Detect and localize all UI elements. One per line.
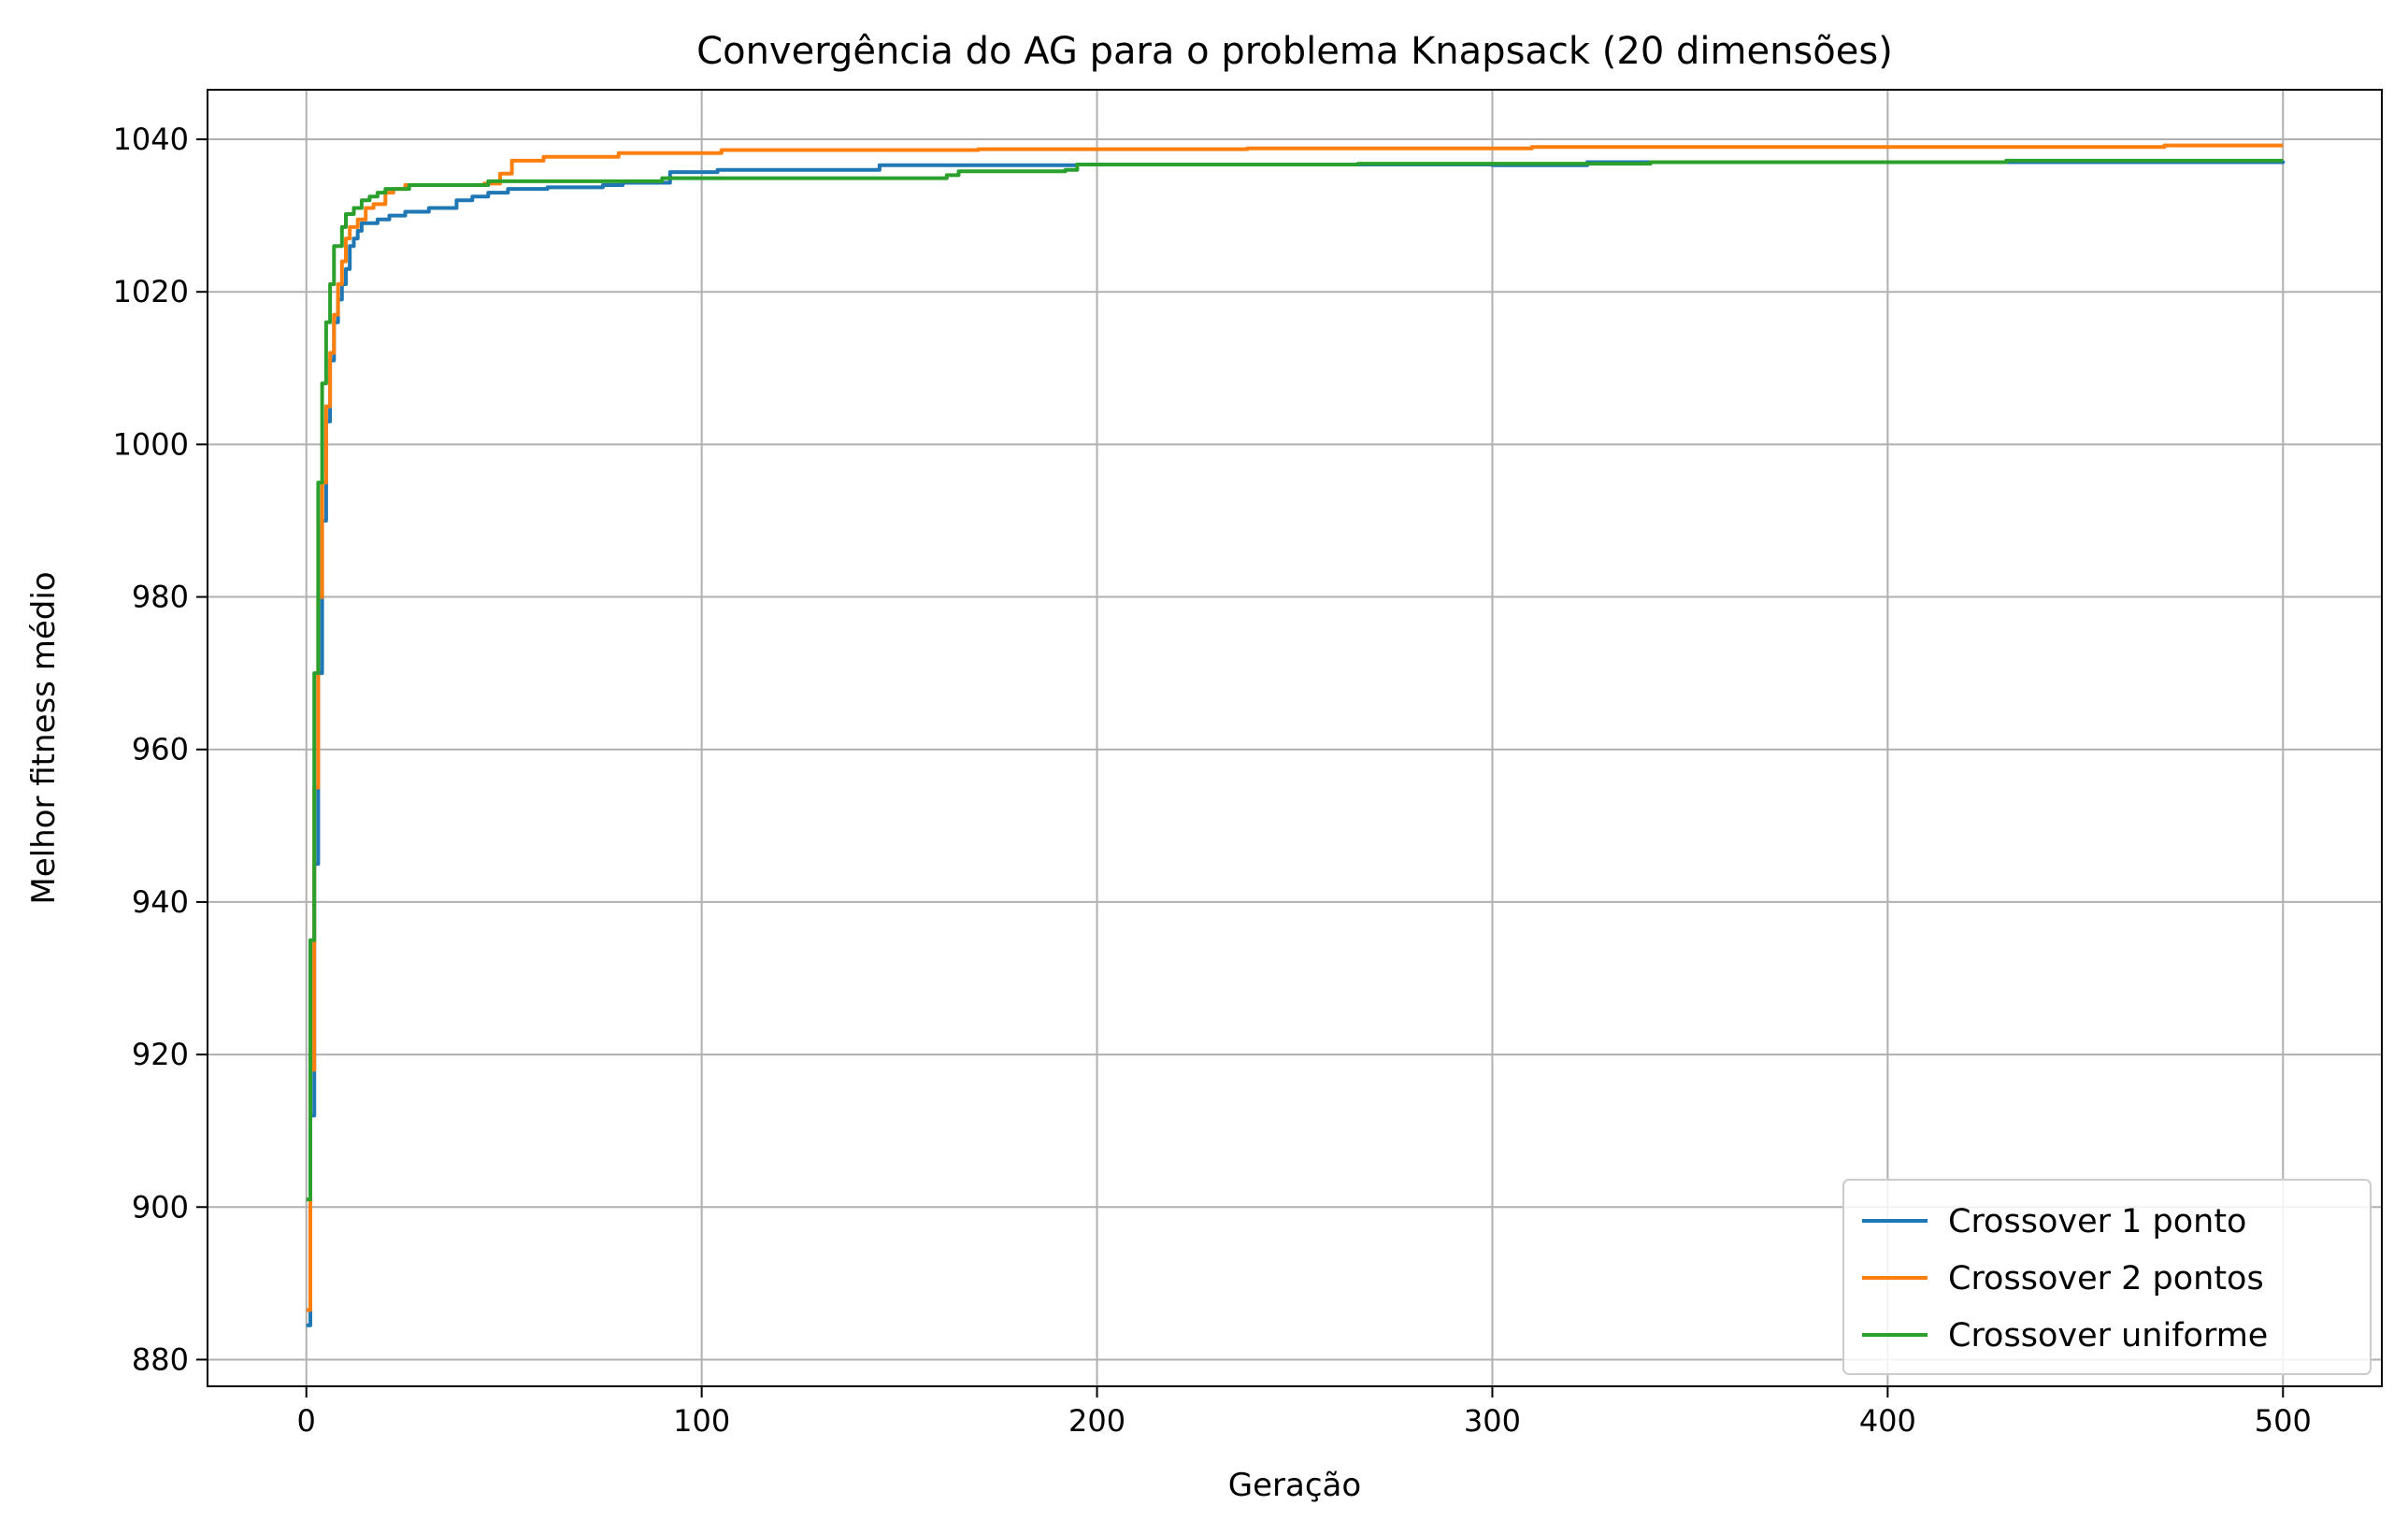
x-tick-label: 200 xyxy=(1068,1403,1125,1439)
y-axis-label: Melhor fitness médio xyxy=(25,571,63,904)
x-tick-label: 400 xyxy=(1859,1403,1916,1439)
legend-box xyxy=(1842,1179,2372,1375)
y-tick-label: 1040 xyxy=(113,122,189,157)
y-axis-ticks: 880 900 920 940 960 980 1000 1020 1040 xyxy=(113,122,208,1377)
chart-title: Convergência do AG para o problema Knaps… xyxy=(696,30,1893,73)
y-tick-label: 940 xyxy=(132,884,189,920)
x-tick-label: 300 xyxy=(1464,1403,1521,1439)
y-tick-label: 880 xyxy=(132,1341,189,1377)
grid-lines xyxy=(208,90,2382,1386)
legend-label: Crossover 1 ponto xyxy=(1948,1203,2246,1240)
series-line-2 xyxy=(306,143,2284,1312)
x-tick-label: 100 xyxy=(673,1403,730,1439)
series-line-1 xyxy=(306,160,2286,1327)
y-tick-label: 920 xyxy=(132,1037,189,1072)
y-tick-label: 960 xyxy=(132,732,189,767)
x-axis-ticks: 0 100 200 300 400 500 xyxy=(297,1386,2312,1439)
series-lines xyxy=(306,143,2286,1327)
plot-area-frame xyxy=(207,89,2383,1387)
x-axis-label: Geração xyxy=(1228,1467,1361,1504)
y-tick-label: 1020 xyxy=(113,274,189,309)
y-tick-label: 1000 xyxy=(113,426,189,462)
legend: Crossover 1 ponto Crossover 2 pontos Cross… xyxy=(1842,1179,2372,1375)
legend-label: Crossover uniforme xyxy=(1948,1317,2268,1355)
series-line-3 xyxy=(306,158,2284,1202)
x-tick-label: 500 xyxy=(2255,1403,2312,1439)
x-tick-label: 0 xyxy=(297,1403,316,1439)
y-tick-label: 900 xyxy=(132,1189,189,1225)
legend-label: Crossover 2 pontos xyxy=(1948,1260,2264,1297)
y-tick-label: 980 xyxy=(132,580,189,615)
